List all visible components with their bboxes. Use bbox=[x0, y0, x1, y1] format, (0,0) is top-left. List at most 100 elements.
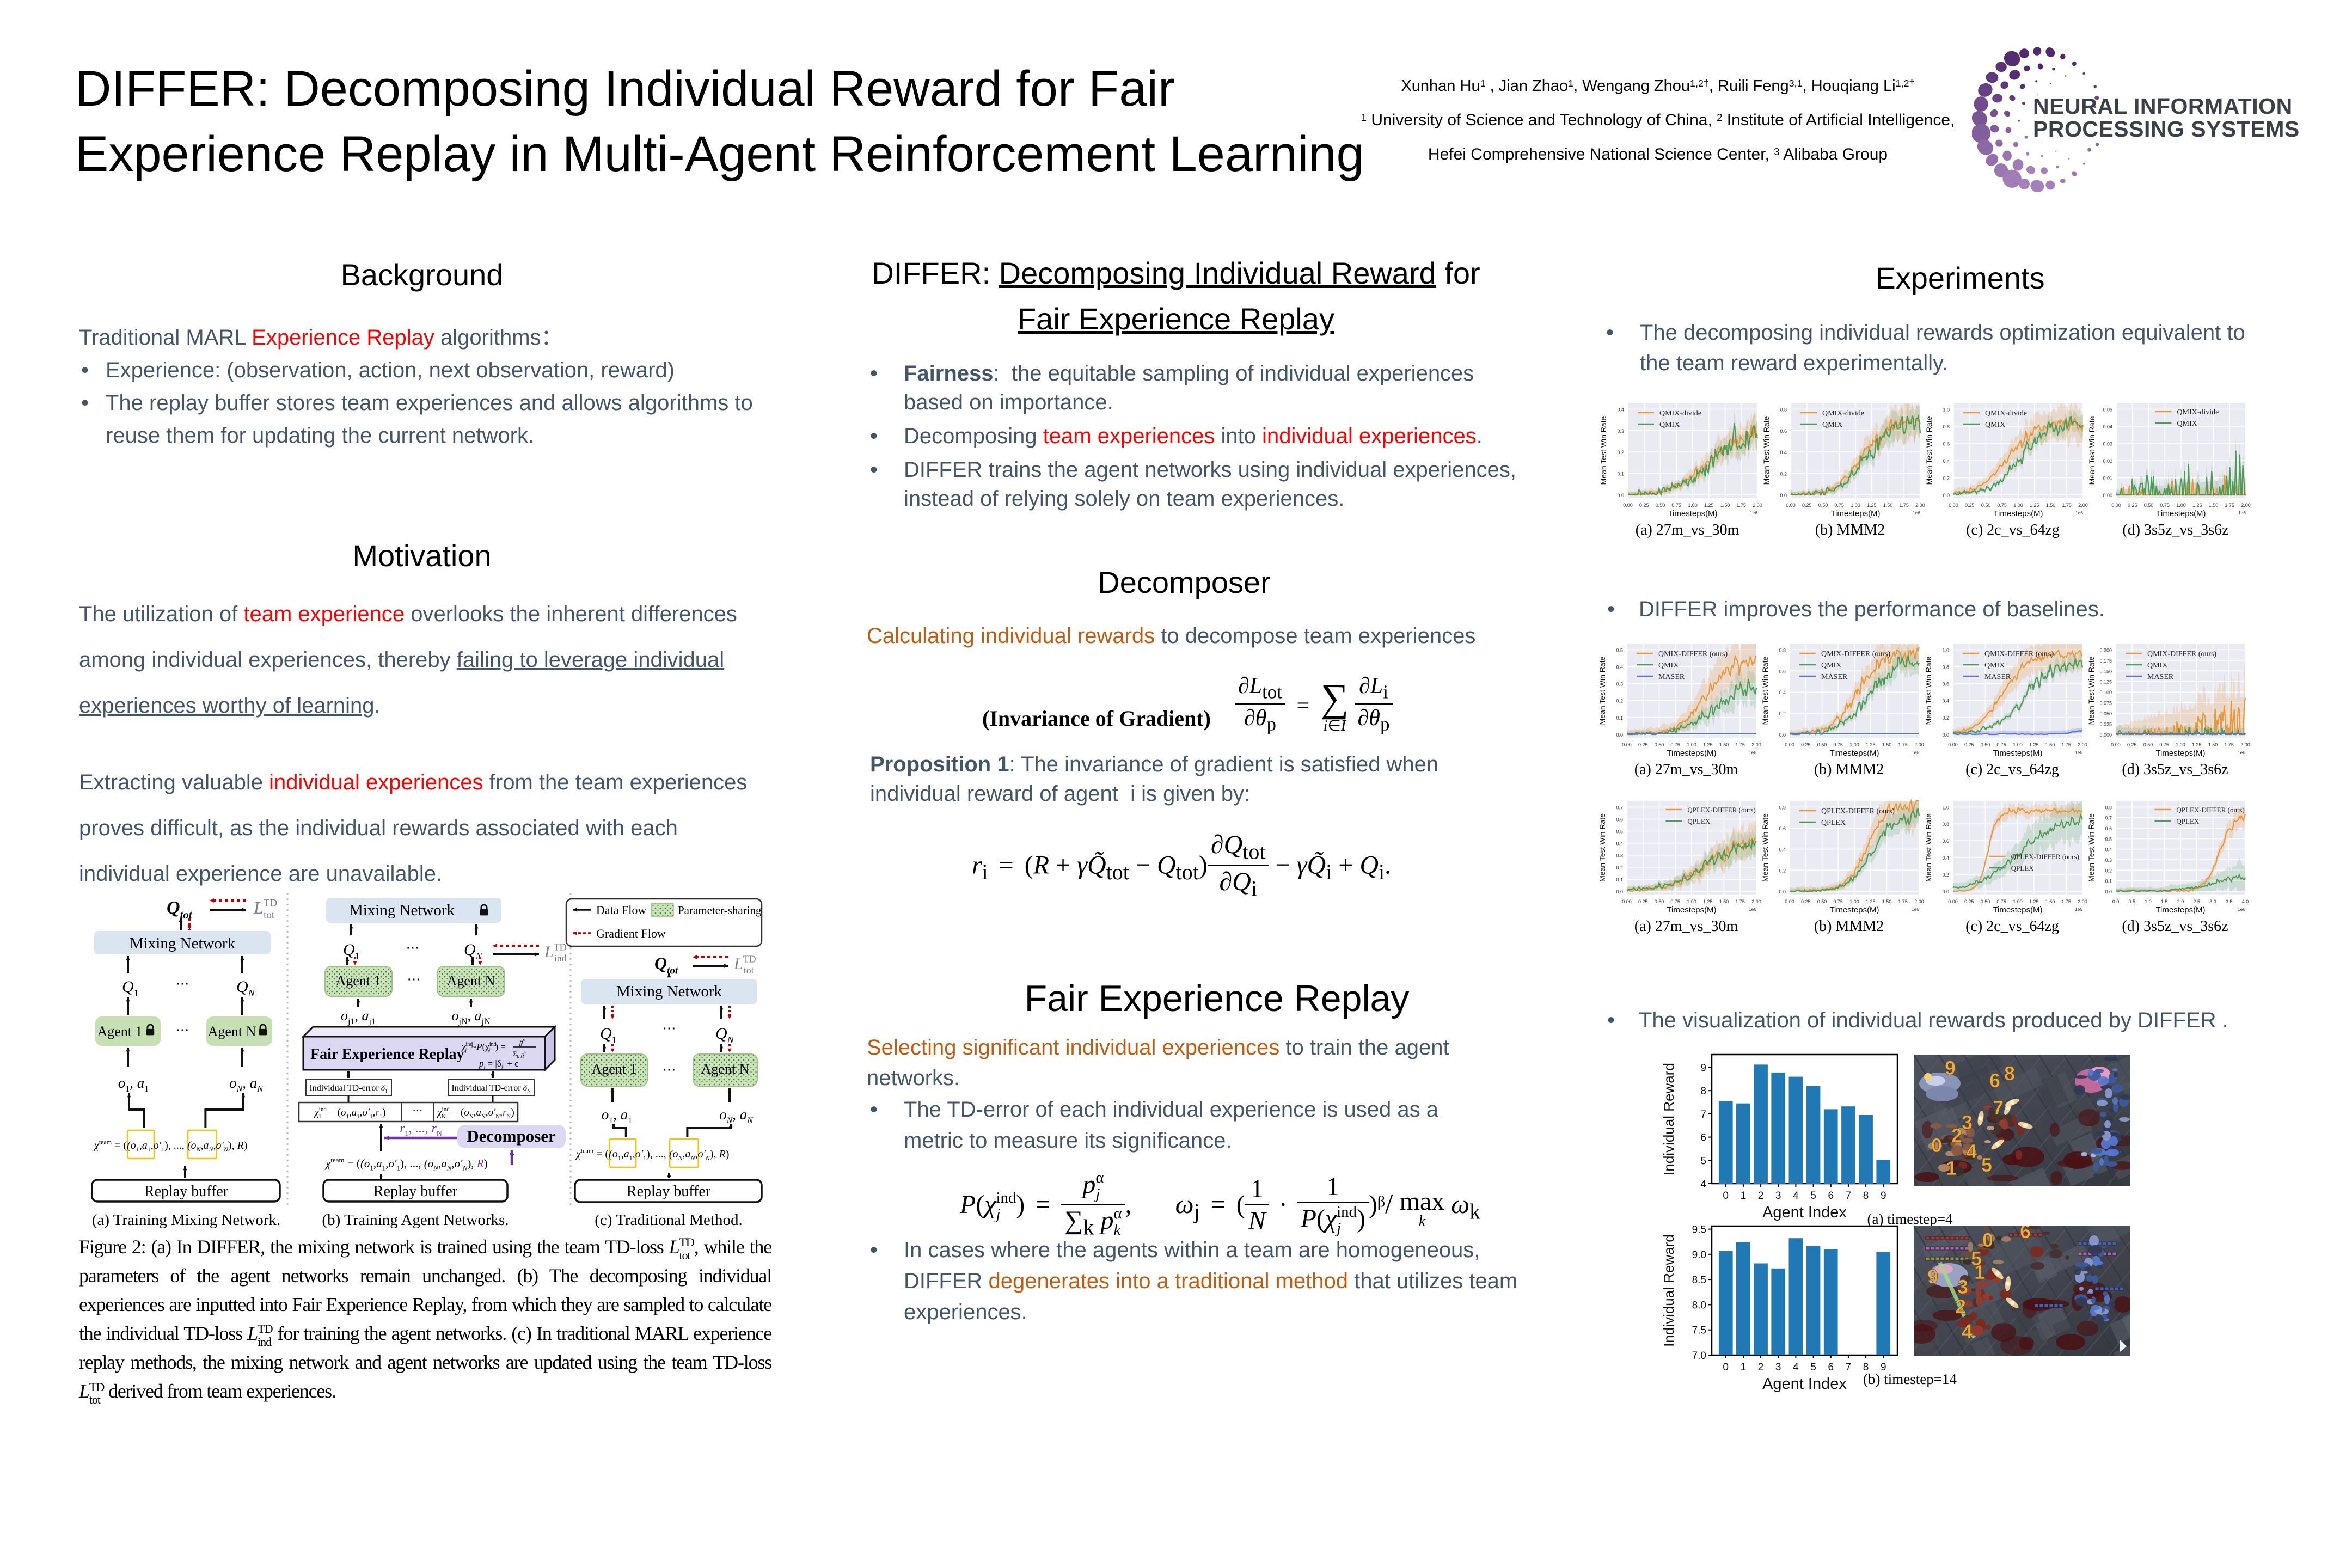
svg-text:4: 4 bbox=[1793, 1190, 1799, 1202]
svg-text:QMIX-divide: QMIX-divide bbox=[2177, 408, 2219, 416]
svg-text:1.50: 1.50 bbox=[1719, 742, 1729, 748]
svg-text:2.00: 2.00 bbox=[2241, 503, 2251, 508]
svg-text:0.03: 0.03 bbox=[2103, 442, 2112, 447]
svg-text:0.2: 0.2 bbox=[1616, 699, 1623, 704]
svg-text:0.00: 0.00 bbox=[2111, 742, 2121, 748]
svg-text:1.0: 1.0 bbox=[2145, 899, 2152, 904]
svg-text:1e6: 1e6 bbox=[2238, 906, 2245, 912]
svg-text:Mean Test Win Rate: Mean Test Win Rate bbox=[1924, 813, 1933, 882]
svg-text:Agent Index: Agent Index bbox=[1762, 1375, 1847, 1393]
svg-text:0.75: 0.75 bbox=[1996, 742, 2006, 748]
svg-text:6: 6 bbox=[1989, 1069, 2000, 1092]
svg-text:0.0: 0.0 bbox=[2112, 899, 2120, 904]
svg-text:0.00: 0.00 bbox=[1948, 899, 1958, 904]
svg-text:Fair Experience Replay: Fair Experience Replay bbox=[310, 1046, 464, 1063]
svg-text:0.2: 0.2 bbox=[1779, 868, 1786, 873]
svg-text:0.7: 0.7 bbox=[2105, 816, 2112, 821]
svg-text:0.75: 0.75 bbox=[1670, 899, 1680, 904]
svg-text:χteam = ((o1,a1,o′1), ..., (oN: χteam = ((o1,a1,o′1), ..., (oN,aN,o′N), … bbox=[324, 1156, 488, 1172]
svg-text:Individual TD-error δ1: Individual TD-error δ1 bbox=[309, 1083, 387, 1094]
svg-text:1: 1 bbox=[1741, 1362, 1747, 1373]
svg-text:2.00: 2.00 bbox=[1751, 742, 1761, 748]
svg-text:Agent 1: Agent 1 bbox=[97, 1024, 142, 1039]
svg-text:1e6: 1e6 bbox=[1749, 750, 1756, 755]
svg-text:0: 0 bbox=[1931, 1134, 1942, 1156]
svg-text:4: 4 bbox=[1700, 1179, 1706, 1190]
svg-text:7: 7 bbox=[1846, 1362, 1852, 1373]
svg-text:Q1: Q1 bbox=[600, 1025, 617, 1045]
svg-text:0.25: 0.25 bbox=[1638, 742, 1648, 748]
svg-text:1.50: 1.50 bbox=[2046, 503, 2056, 508]
svg-text:MASER: MASER bbox=[1984, 673, 2011, 681]
svg-text:MASER: MASER bbox=[2147, 673, 2174, 681]
svg-text:1.25: 1.25 bbox=[2192, 503, 2202, 508]
svg-text:0.0: 0.0 bbox=[1779, 889, 1786, 895]
svg-text:1.00: 1.00 bbox=[1687, 899, 1696, 904]
svg-text:QMIX-DIFFER (ours): QMIX-DIFFER (ours) bbox=[1658, 650, 1728, 658]
svg-text:9: 9 bbox=[1881, 1362, 1886, 1373]
svg-text:1e6: 1e6 bbox=[2075, 906, 2082, 912]
svg-text:0.4: 0.4 bbox=[1780, 450, 1787, 455]
svg-text:QMIX-DIFFER (ours): QMIX-DIFFER (ours) bbox=[2147, 650, 2217, 658]
svg-text:0.75: 0.75 bbox=[1834, 503, 1844, 508]
svg-text:2.00: 2.00 bbox=[1914, 899, 1924, 904]
svg-text:3: 3 bbox=[1775, 1190, 1781, 1202]
svg-text:QPLEX-DIFFER (ours): QPLEX-DIFFER (ours) bbox=[1821, 807, 1895, 816]
svg-text:(d) 3s5z_vs_3s6z: (d) 3s5z_vs_3s6z bbox=[2122, 761, 2228, 778]
svg-text:0.6: 0.6 bbox=[1942, 838, 1949, 844]
svg-text:(c) Traditional Method.: (c) Traditional Method. bbox=[595, 1211, 742, 1229]
svg-text:Timesteps(M): Timesteps(M) bbox=[2155, 749, 2205, 758]
svg-text:0.25: 0.25 bbox=[1965, 503, 1975, 508]
svg-text:0: 0 bbox=[1723, 1190, 1729, 1202]
svg-text:1.00: 1.00 bbox=[1688, 503, 1698, 508]
svg-text:Gradient Flow: Gradient Flow bbox=[596, 927, 666, 940]
svg-text:0.175: 0.175 bbox=[2099, 658, 2112, 664]
svg-text:Timesteps(M): Timesteps(M) bbox=[1829, 905, 1879, 915]
svg-text:⋅⋅⋅: ⋅⋅⋅ bbox=[663, 1021, 676, 1037]
svg-text:1e6: 1e6 bbox=[1750, 510, 1757, 516]
svg-text:Mixing Network: Mixing Network bbox=[616, 983, 722, 1000]
svg-text:0.6: 0.6 bbox=[1780, 428, 1787, 434]
svg-text:1.25: 1.25 bbox=[1703, 742, 1713, 748]
svg-text:1e6: 1e6 bbox=[1912, 750, 1919, 755]
svg-text:3: 3 bbox=[1957, 1276, 1968, 1298]
svg-text:7: 7 bbox=[1993, 1097, 2004, 1119]
svg-text:6: 6 bbox=[1828, 1190, 1834, 1202]
svg-text:Mean Test Win Rate: Mean Test Win Rate bbox=[1599, 416, 1608, 485]
svg-text:0.50: 0.50 bbox=[1981, 503, 1991, 508]
svg-text:0.50: 0.50 bbox=[2143, 742, 2153, 748]
svg-text:0.00: 0.00 bbox=[1785, 899, 1794, 904]
svg-text:1.75: 1.75 bbox=[1899, 503, 1909, 508]
svg-text:4.0: 4.0 bbox=[2242, 899, 2249, 904]
svg-text:1.50: 1.50 bbox=[2045, 899, 2055, 904]
svg-text:Agent 1: Agent 1 bbox=[591, 1061, 636, 1077]
svg-text:Q1: Q1 bbox=[122, 978, 139, 999]
svg-text:Mean Test Win Rate: Mean Test Win Rate bbox=[1925, 416, 1933, 485]
svg-text:0.75: 0.75 bbox=[2159, 742, 2169, 748]
svg-text:Replay buffer: Replay buffer bbox=[373, 1183, 458, 1200]
svg-text:0.2: 0.2 bbox=[1779, 711, 1786, 716]
svg-text:1.50: 1.50 bbox=[2209, 503, 2219, 508]
svg-text:0.2: 0.2 bbox=[1942, 715, 1949, 721]
svg-text:0.0: 0.0 bbox=[1616, 889, 1623, 895]
svg-text:1.25: 1.25 bbox=[1703, 899, 1713, 904]
svg-text:1.25: 1.25 bbox=[1867, 503, 1877, 508]
svg-text:1.75: 1.75 bbox=[1735, 899, 1745, 904]
svg-text:0.4: 0.4 bbox=[1943, 458, 1950, 464]
svg-text:0.8: 0.8 bbox=[1779, 647, 1786, 653]
svg-text:9.0: 9.0 bbox=[1692, 1250, 1706, 1261]
svg-text:Mean Test Win Rate: Mean Test Win Rate bbox=[1598, 656, 1607, 725]
svg-text:1.25: 1.25 bbox=[2029, 899, 2039, 904]
svg-text:0.4: 0.4 bbox=[1942, 855, 1949, 861]
svg-text:QN: QN bbox=[715, 1025, 734, 1045]
svg-text:Timesteps(M): Timesteps(M) bbox=[1993, 749, 2042, 758]
svg-text:QMIX: QMIX bbox=[2177, 420, 2197, 428]
svg-text:1.50: 1.50 bbox=[1882, 742, 1892, 748]
svg-text:0.2: 0.2 bbox=[1616, 865, 1623, 871]
svg-text:Individual Reward: Individual Reward bbox=[1661, 1234, 1677, 1347]
svg-text:1.50: 1.50 bbox=[1720, 503, 1730, 508]
svg-text:1.00: 1.00 bbox=[2013, 899, 2023, 904]
